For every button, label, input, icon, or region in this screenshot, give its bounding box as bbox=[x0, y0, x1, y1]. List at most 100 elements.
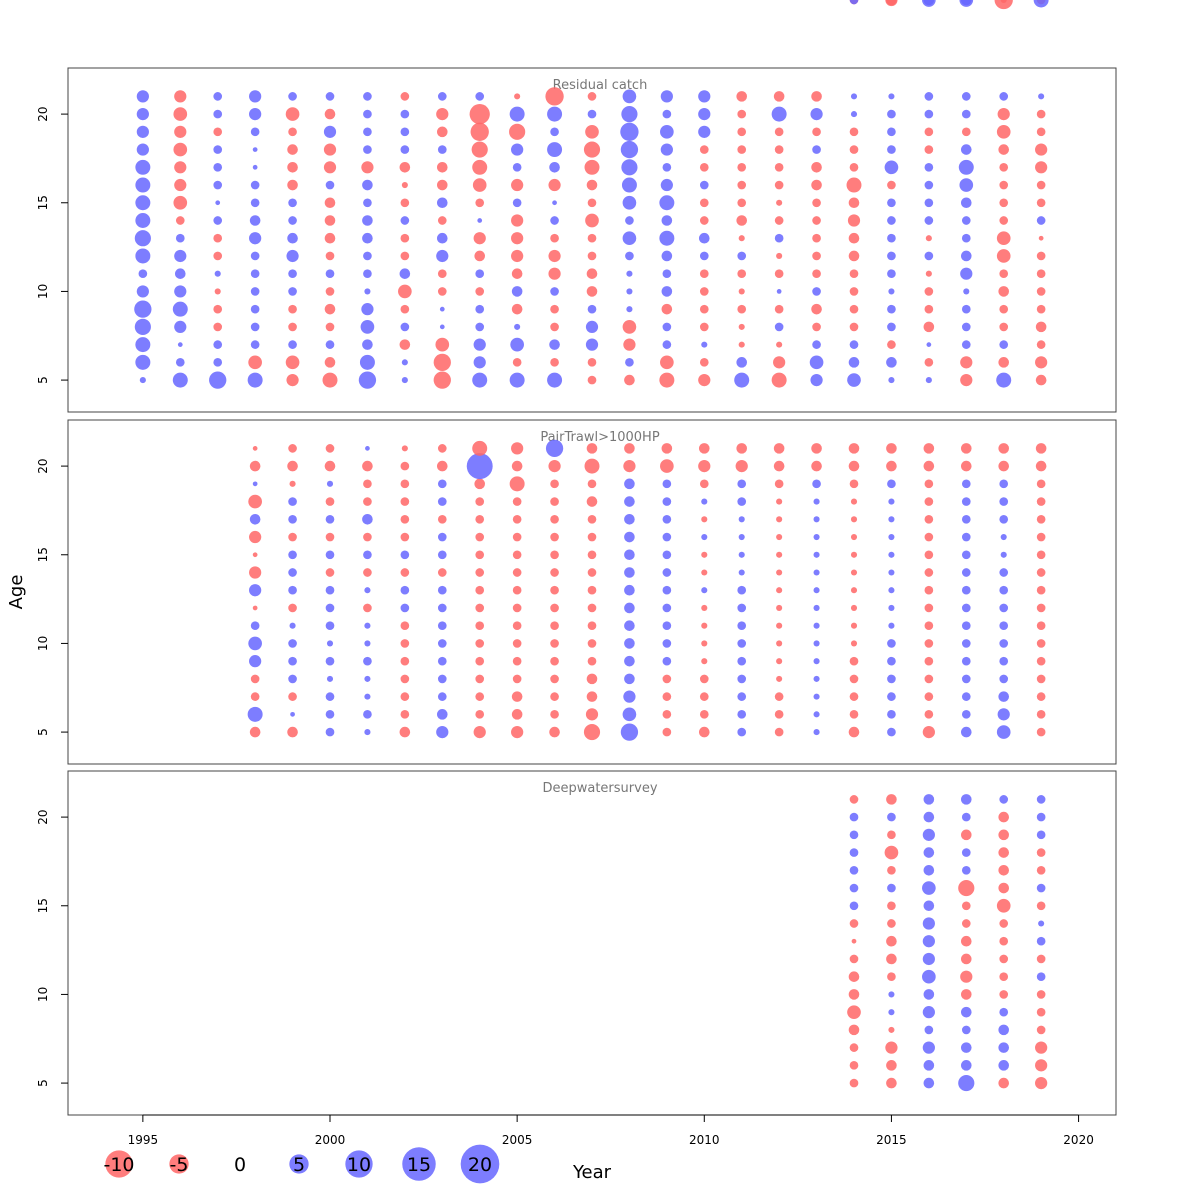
bubble bbox=[737, 180, 747, 190]
bubble bbox=[587, 375, 597, 385]
bubble bbox=[363, 198, 372, 208]
bubble bbox=[923, 1060, 935, 1071]
bubble bbox=[400, 550, 410, 560]
bubble bbox=[174, 285, 187, 298]
legend-bubble bbox=[460, 1144, 500, 1184]
bubble bbox=[888, 1009, 895, 1016]
bubble bbox=[999, 990, 1009, 999]
bubble bbox=[960, 1006, 972, 1018]
bubble bbox=[511, 214, 524, 227]
bubble bbox=[624, 531, 635, 543]
bubble bbox=[512, 532, 522, 542]
bubble bbox=[473, 338, 486, 351]
bubble bbox=[624, 620, 635, 631]
bubble bbox=[922, 725, 935, 739]
bubble bbox=[362, 215, 373, 226]
bubble bbox=[999, 497, 1009, 506]
bubble bbox=[811, 460, 822, 472]
bubble bbox=[475, 322, 485, 332]
bubble bbox=[585, 338, 599, 351]
bubble bbox=[512, 497, 522, 506]
bubble bbox=[924, 180, 934, 190]
bubble bbox=[550, 514, 559, 524]
bubble bbox=[924, 550, 934, 560]
bubble bbox=[1036, 514, 1046, 524]
bubble bbox=[774, 727, 784, 737]
bubble bbox=[436, 460, 448, 472]
bubble bbox=[550, 287, 559, 296]
bubble bbox=[325, 444, 335, 453]
bubble bbox=[812, 322, 821, 332]
bubble bbox=[999, 936, 1009, 946]
bubble bbox=[776, 252, 783, 260]
bubble bbox=[511, 178, 524, 192]
bubble bbox=[888, 604, 895, 612]
y-tick-label: 10 bbox=[36, 284, 50, 299]
bubble bbox=[550, 216, 559, 225]
bubble bbox=[247, 372, 263, 388]
bubble bbox=[887, 269, 896, 279]
bubble bbox=[734, 372, 750, 388]
bubble bbox=[250, 180, 260, 190]
bubble bbox=[887, 251, 896, 261]
bubble bbox=[701, 341, 708, 348]
bubble bbox=[548, 178, 561, 192]
bubble bbox=[999, 162, 1009, 172]
panel-2: PairTrawl>1000HP 5 10 15 20 bbox=[36, 419, 1117, 765]
bubble bbox=[511, 691, 523, 702]
legend-bubble bbox=[345, 1150, 373, 1178]
x-tick-label: 2000 bbox=[315, 1133, 346, 1147]
bubble bbox=[924, 358, 934, 367]
bubble bbox=[400, 692, 410, 701]
bubble bbox=[924, 497, 934, 506]
bubble bbox=[550, 603, 559, 613]
bubble bbox=[288, 444, 297, 453]
bubble bbox=[1036, 269, 1046, 279]
bubble bbox=[811, 91, 822, 102]
bubble bbox=[961, 216, 971, 225]
bubble bbox=[585, 320, 599, 333]
bubble bbox=[326, 480, 334, 487]
bubble bbox=[887, 340, 896, 349]
bubble bbox=[509, 476, 525, 492]
bubble bbox=[173, 195, 188, 210]
bubble bbox=[250, 322, 260, 332]
bubble bbox=[699, 216, 709, 225]
bubble bbox=[288, 198, 297, 208]
bubble bbox=[437, 550, 447, 560]
bubble bbox=[813, 693, 820, 700]
bubble bbox=[288, 216, 297, 225]
bubble bbox=[701, 640, 708, 647]
bubble bbox=[209, 371, 227, 389]
bubble bbox=[213, 127, 223, 137]
bubble bbox=[250, 621, 260, 631]
bubble bbox=[961, 848, 971, 857]
bubble bbox=[998, 286, 1010, 297]
bubble bbox=[325, 287, 335, 296]
bubble bbox=[998, 1024, 1010, 1036]
bubble bbox=[996, 125, 1011, 139]
bubble bbox=[174, 125, 187, 138]
bubble bbox=[999, 656, 1009, 666]
bubble bbox=[361, 303, 374, 316]
legend-label: 10 bbox=[347, 1154, 371, 1176]
bubble bbox=[248, 355, 262, 370]
bubble bbox=[848, 460, 860, 472]
bubble bbox=[363, 92, 372, 101]
bubble bbox=[738, 569, 745, 576]
bubble bbox=[960, 794, 972, 805]
bubble bbox=[698, 373, 711, 387]
bubble bbox=[961, 568, 971, 577]
bubble bbox=[924, 692, 934, 701]
bubble bbox=[888, 587, 895, 594]
bubble bbox=[1000, 0, 1007, 4]
bubble bbox=[1036, 710, 1046, 719]
bubble bbox=[776, 587, 783, 594]
bubble bbox=[1035, 356, 1048, 369]
bubble bbox=[999, 674, 1009, 684]
bubble bbox=[776, 658, 783, 665]
bubble bbox=[662, 109, 672, 119]
bubble bbox=[437, 479, 447, 489]
bubble bbox=[998, 1060, 1010, 1071]
